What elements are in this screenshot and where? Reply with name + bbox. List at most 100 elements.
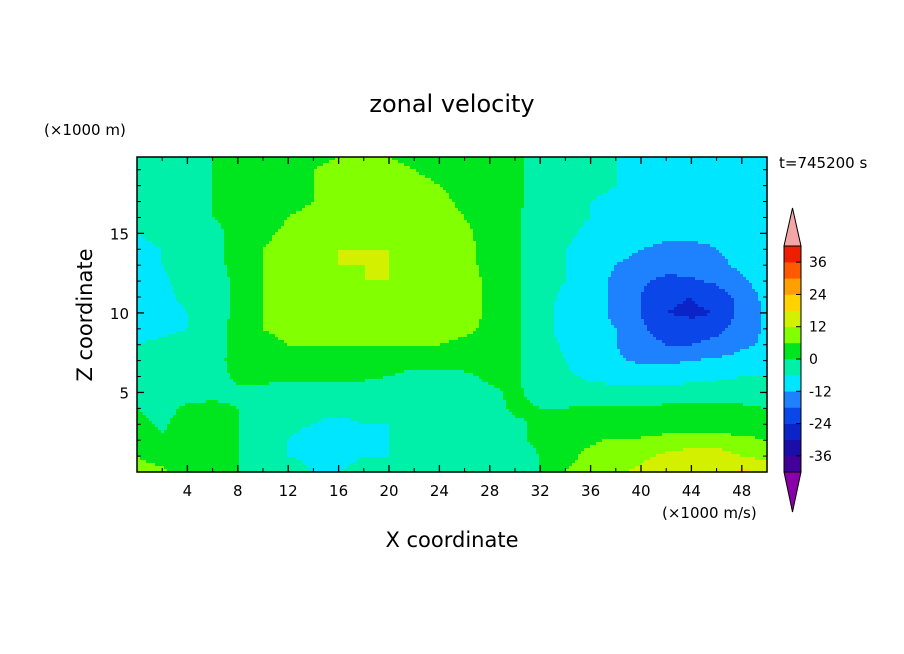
field-cell <box>557 181 561 185</box>
field-cell <box>632 169 636 173</box>
field-cell <box>620 211 624 215</box>
field-cell <box>623 181 627 185</box>
field-cell <box>188 205 192 209</box>
field-cell <box>491 217 495 221</box>
field-cell <box>437 190 441 194</box>
field-cell <box>758 190 762 194</box>
field-cell <box>500 223 504 227</box>
field-cell <box>377 157 381 161</box>
field-cell <box>278 208 282 212</box>
field-cell <box>230 160 234 164</box>
field-cell <box>650 205 654 209</box>
field-cell <box>353 190 357 194</box>
field-cell <box>263 196 267 200</box>
field-cell <box>452 175 456 179</box>
field-cell <box>725 211 729 215</box>
field-cell <box>527 205 531 209</box>
field-cell <box>203 175 207 179</box>
field-cell <box>389 193 393 197</box>
field-cell <box>326 199 330 203</box>
field-cell <box>554 223 558 227</box>
field-cell <box>416 166 420 170</box>
field-cell <box>557 211 561 215</box>
field-cell <box>203 208 207 212</box>
field-cell <box>290 169 294 173</box>
field-cell <box>728 163 732 167</box>
field-cell <box>512 181 516 185</box>
field-cell <box>152 211 156 215</box>
field-cell <box>230 187 234 191</box>
field-cell <box>668 166 672 170</box>
field-cell <box>371 178 375 182</box>
field-cell <box>671 175 675 179</box>
field-cell <box>398 190 402 194</box>
field-cell <box>752 163 756 167</box>
field-cell <box>410 178 414 182</box>
field-cell <box>518 160 522 164</box>
field-cell <box>149 160 153 164</box>
field-cell <box>641 160 645 164</box>
field-cell <box>668 217 672 221</box>
field-cell <box>410 169 414 173</box>
field-cell <box>653 178 657 182</box>
field-cell <box>386 208 390 212</box>
field-cell <box>251 202 255 206</box>
field-cell <box>743 166 747 170</box>
field-cell <box>539 196 543 200</box>
field-cell <box>599 193 603 197</box>
field-cell <box>167 217 171 221</box>
field-cell <box>335 193 339 197</box>
field-cell <box>155 166 159 170</box>
field-cell <box>272 202 276 206</box>
field-cell <box>749 214 753 218</box>
field-cell <box>365 175 369 179</box>
field-cell <box>671 157 675 161</box>
field-cell <box>305 193 309 197</box>
field-cell <box>317 214 321 218</box>
field-cell <box>542 172 546 176</box>
field-cell <box>305 172 309 176</box>
field-cell <box>371 175 375 179</box>
field-cell <box>644 205 648 209</box>
field-cell <box>509 178 513 182</box>
field-cell <box>749 157 753 161</box>
field-cell <box>701 181 705 185</box>
field-cell <box>455 223 459 227</box>
field-cell <box>410 196 414 200</box>
field-cell <box>755 217 759 221</box>
field-cell <box>245 181 249 185</box>
field-cell <box>662 199 666 203</box>
field-cell <box>557 208 561 212</box>
field-cell <box>575 196 579 200</box>
field-cell <box>350 190 354 194</box>
field-cell <box>551 169 555 173</box>
field-cell <box>590 223 594 227</box>
field-cell <box>707 196 711 200</box>
field-cell <box>236 172 240 176</box>
field-cell <box>278 190 282 194</box>
field-cell <box>626 178 630 182</box>
field-cell <box>407 178 411 182</box>
field-cell <box>179 187 183 191</box>
field-cell <box>683 175 687 179</box>
field-cell <box>617 217 621 221</box>
field-cell <box>539 175 543 179</box>
field-cell <box>371 208 375 212</box>
field-cell <box>704 160 708 164</box>
field-cell <box>479 184 483 188</box>
field-cell <box>440 220 444 224</box>
field-cell <box>137 190 141 194</box>
field-cell <box>236 166 240 170</box>
field-cell <box>413 223 417 227</box>
field-cell <box>737 166 741 170</box>
field-cell <box>521 199 525 203</box>
field-cell <box>170 172 174 176</box>
field-cell <box>659 217 663 221</box>
field-cell <box>665 220 669 224</box>
field-cell <box>437 169 441 173</box>
field-cell <box>137 193 141 197</box>
field-cell <box>704 175 708 179</box>
field-cell <box>143 163 147 167</box>
field-cell <box>332 211 336 215</box>
field-cell <box>395 184 399 188</box>
